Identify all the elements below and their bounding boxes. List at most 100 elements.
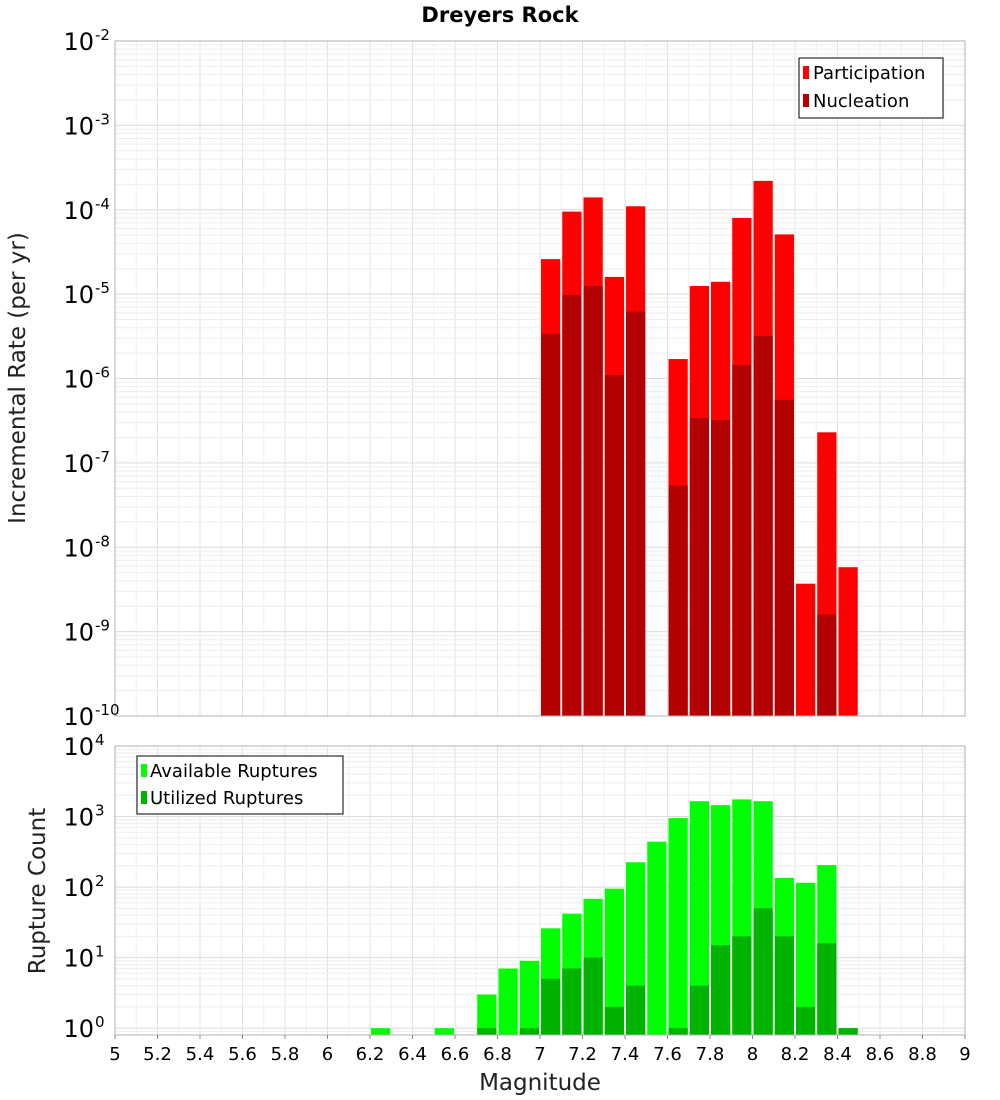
x-tick-label: 5.2	[143, 1044, 172, 1065]
legend-swatch-participation	[803, 66, 809, 79]
top-y-tick-base: 10	[63, 534, 94, 562]
x-tick-label: 6	[322, 1044, 333, 1065]
bar-utilized-ruptures	[838, 1028, 858, 1035]
bar-available-ruptures	[434, 1028, 454, 1035]
top-y-tick-base: 10	[63, 366, 94, 394]
bar-nucleation	[562, 294, 582, 716]
bar-utilized-ruptures	[774, 936, 794, 1035]
bar-utilized-ruptures	[583, 957, 603, 1035]
bar-utilized-ruptures	[541, 978, 561, 1035]
bar-available-ruptures	[477, 994, 497, 1035]
x-tick-label: 5.8	[271, 1044, 300, 1065]
bar-utilized-ruptures	[732, 936, 752, 1035]
legend-label-available: Available Ruptures	[150, 761, 318, 782]
x-tick-label: 6.2	[356, 1044, 385, 1065]
bar-available-ruptures	[689, 801, 709, 1035]
x-tick-label: 6.8	[483, 1044, 512, 1065]
top-y-tick-base: 10	[63, 28, 94, 56]
bottom-legend-box	[136, 755, 344, 815]
top-y-tick-base: 10	[63, 703, 94, 731]
top-y-axis-label: Incremental Rate (per yr)	[5, 232, 31, 524]
x-tick-label: 8	[747, 1044, 758, 1065]
bar-utilized-ruptures	[604, 1006, 624, 1035]
top-y-tick-exponent: -9	[95, 617, 110, 635]
top-y-tick-exponent: -8	[95, 532, 110, 550]
top-y-tick-base: 10	[63, 619, 94, 647]
x-tick-label: 8.6	[866, 1044, 895, 1065]
bar-available-ruptures	[668, 818, 688, 1035]
x-tick-label: 6.4	[398, 1044, 427, 1065]
top-y-tick-base: 10	[63, 281, 94, 309]
top-y-tick-exponent: -4	[95, 195, 110, 213]
x-axis-label: Magnitude	[479, 1070, 601, 1096]
top-y-tick-exponent: -2	[95, 26, 110, 44]
bar-nucleation	[689, 418, 709, 716]
bottom-plot-bars	[371, 799, 858, 1035]
legend-label-participation: Participation	[813, 63, 925, 84]
bar-utilized-ruptures	[753, 908, 773, 1035]
top-plot-frame	[114, 40, 966, 717]
x-tick-label: 5.4	[186, 1044, 215, 1065]
bar-utilized-ruptures	[817, 943, 837, 1035]
top-y-tick-base: 10	[63, 450, 94, 478]
x-tick-label: 8.4	[823, 1044, 852, 1065]
bottom-y-tick-exponent: 0	[95, 1013, 105, 1031]
bar-utilized-ruptures	[562, 968, 582, 1035]
bar-participation	[838, 567, 858, 716]
top-y-tick-base: 10	[63, 197, 94, 225]
x-ticks: 5 5.2 5.4 5.6 5.8 6 6.2 6.4 6.6 6.8 7 7.2 7.4 7.6 7.8 8…	[109, 1035, 971, 1065]
chart-title: Dreyers Rock	[421, 3, 579, 27]
bottom-y-tick-base: 10	[63, 945, 94, 973]
legend-label-nucleation: Nucleation	[813, 91, 909, 112]
x-tick-label: 5	[109, 1044, 120, 1065]
bar-utilized-ruptures	[668, 1028, 688, 1035]
bottom-y-tick-base: 10	[63, 733, 94, 761]
top-y-tick-exponent: -7	[95, 448, 110, 466]
bar-utilized-ruptures	[711, 945, 731, 1035]
bottom-y-tick-base: 10	[63, 804, 94, 832]
bottom-y-axis-label: Rupture Count	[25, 808, 51, 974]
bar-nucleation	[817, 614, 837, 716]
x-tick-label: 9	[959, 1044, 970, 1065]
bottom-y-tick-exponent: 3	[95, 802, 105, 820]
bottom-y-tick-base: 10	[63, 874, 94, 902]
bar-participation	[796, 583, 816, 716]
legend-swatch-nucleation	[803, 94, 809, 107]
bar-nucleation	[541, 333, 561, 716]
x-tick-label: 7	[534, 1044, 545, 1065]
x-tick-label: 7.6	[653, 1044, 682, 1065]
top-legend: Participation Nucleation	[798, 57, 944, 119]
top-y-tick-exponent: -3	[95, 110, 110, 128]
bottom-y-tick-exponent: 4	[95, 731, 105, 749]
top-y-tick-exponent: -6	[95, 364, 110, 382]
x-tick-label: 7.2	[568, 1044, 597, 1065]
x-tick-label: 8.8	[908, 1044, 937, 1065]
x-tick-label: 8.2	[781, 1044, 810, 1065]
top-y-ticks: 10-210-310-410-510-610-710-810-910-10	[63, 26, 119, 731]
x-tick-label: 7.4	[611, 1044, 640, 1065]
legend-swatch-utilized	[141, 791, 147, 804]
bar-available-ruptures	[371, 1028, 391, 1035]
top-y-tick-base: 10	[63, 112, 94, 140]
top-y-tick-exponent: -10	[95, 701, 120, 719]
bar-nucleation	[583, 285, 603, 716]
bar-available-ruptures	[647, 841, 667, 1035]
top-plot-grid	[114, 41, 966, 717]
bar-utilized-ruptures	[519, 1028, 539, 1035]
bar-available-ruptures	[519, 960, 539, 1035]
bottom-y-tick-exponent: 1	[95, 943, 105, 961]
legend-label-utilized: Utilized Ruptures	[150, 788, 303, 809]
top-plot-bars	[541, 180, 858, 717]
bar-nucleation	[711, 420, 731, 716]
bar-available-ruptures	[498, 968, 518, 1035]
bar-available-ruptures	[604, 888, 624, 1035]
top-legend-box	[798, 57, 944, 119]
legend-swatch-available	[141, 764, 147, 777]
bottom-y-tick-base: 10	[63, 1015, 94, 1043]
bar-nucleation	[626, 311, 646, 716]
bottom-y-tick-exponent: 2	[95, 872, 105, 890]
bar-utilized-ruptures	[796, 1006, 816, 1035]
x-tick-label: 5.6	[228, 1044, 257, 1065]
